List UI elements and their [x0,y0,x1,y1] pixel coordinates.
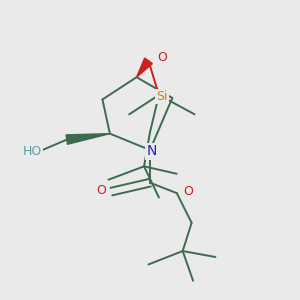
Text: O: O [96,184,106,196]
Text: O: O [157,51,167,64]
Text: Si: Si [156,90,168,103]
Polygon shape [136,58,152,77]
Text: HO: HO [23,145,42,158]
Polygon shape [66,134,110,144]
Text: O: O [183,185,193,198]
Text: N: N [146,145,157,158]
